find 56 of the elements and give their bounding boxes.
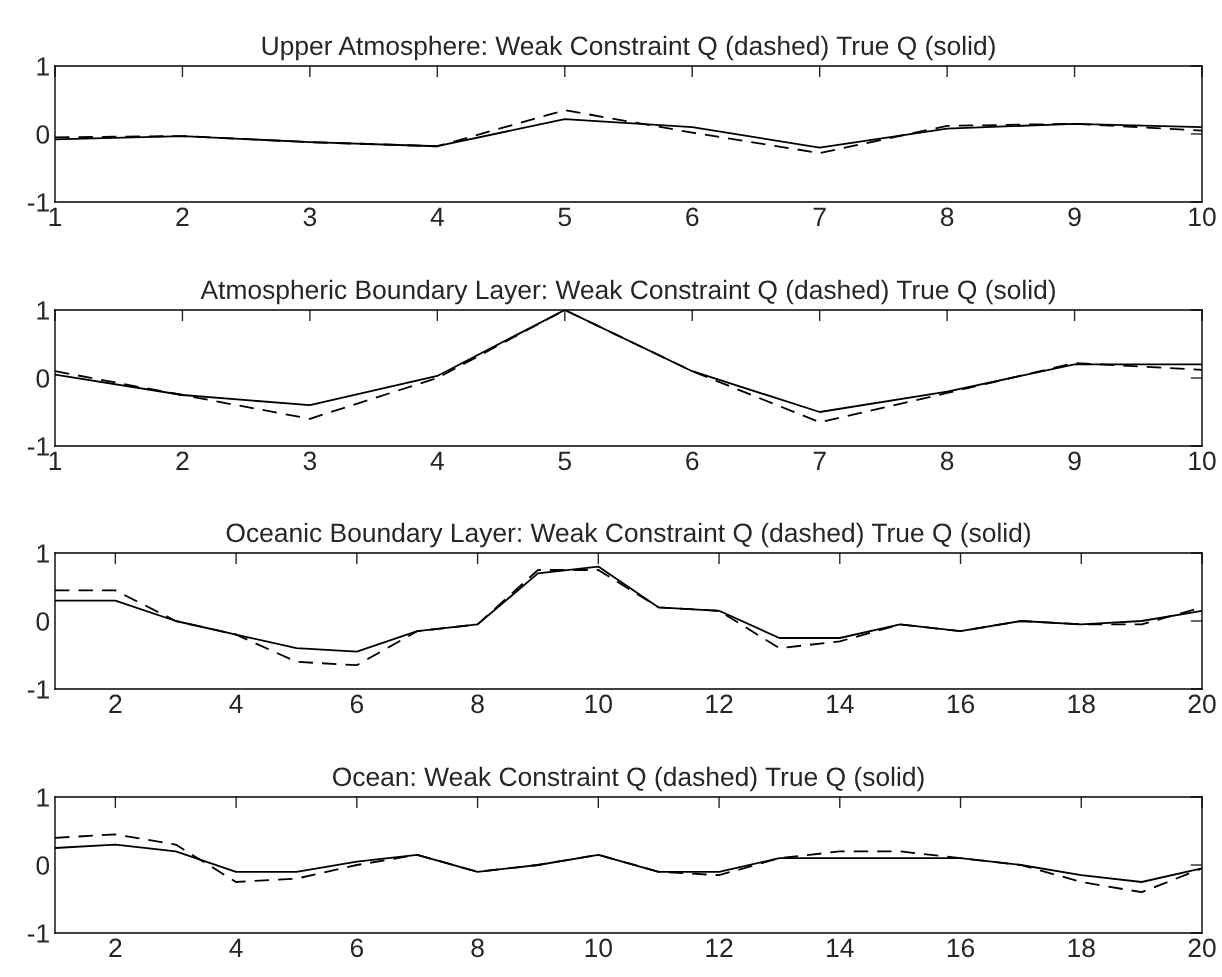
- y-tick-label: -1: [27, 437, 49, 456]
- chart-title: Oceanic Boundary Layer: Weak Constraint Q (dashed) True Q (solid): [226, 522, 1030, 548]
- x-tick-label: 4: [430, 207, 444, 226]
- y-tick-label: 0: [36, 369, 50, 388]
- x-tick-label: 2: [176, 207, 189, 226]
- y-tick-label: 1: [37, 57, 49, 76]
- x-tick-label: 10: [1189, 451, 1216, 471]
- chart-title: Ocean: Weak Constraint Q (dashed) True Q (solid): [333, 766, 924, 792]
- x-tick-label: 4: [229, 938, 243, 957]
- x-tick-label: 6: [686, 207, 699, 227]
- x-tick-label: 3: [303, 451, 317, 471]
- x-tick-label: 16: [947, 938, 975, 958]
- x-tick-label: 2: [109, 694, 122, 713]
- x-tick-label: 12: [706, 694, 733, 713]
- x-tick-label: 18: [1068, 938, 1095, 958]
- x-tick-label: 5: [558, 207, 572, 227]
- x-tick-label: 10: [1189, 207, 1216, 227]
- x-tick-label: 18: [1068, 694, 1095, 714]
- x-tick-label: 7: [813, 451, 826, 470]
- x-tick-label: 2: [176, 451, 189, 470]
- x-tick-label: 9: [1068, 207, 1081, 227]
- x-tick-label: 12: [706, 938, 733, 957]
- x-tick-label: 20: [1188, 938, 1216, 958]
- x-tick-label: 10: [585, 938, 612, 958]
- y-tick-label: 0: [36, 612, 50, 631]
- chart-title: Upper Atmosphere: Weak Constraint Q (dashed) True Q (solid): [262, 35, 995, 61]
- x-tick-label: 10: [585, 694, 612, 714]
- y-tick-label: 1: [37, 788, 49, 807]
- x-tick-label: 6: [350, 938, 364, 958]
- x-tick-label: 6: [350, 694, 364, 714]
- y-tick-label: -1: [27, 924, 49, 943]
- x-tick-label: 14: [827, 694, 854, 713]
- chart-title: Atmospheric Boundary Layer: Weak Constraint Q (dashed) True Q (solid): [200, 279, 1055, 305]
- x-tick-label: 16: [947, 694, 975, 714]
- y-tick-label: 0: [36, 125, 50, 144]
- x-tick-label: 8: [471, 938, 484, 958]
- x-tick-label: 8: [940, 207, 954, 227]
- x-tick-label: 7: [813, 207, 826, 226]
- x-tick-label: 4: [430, 451, 444, 470]
- x-tick-label: 9: [1068, 451, 1081, 471]
- x-tick-label: 1: [49, 451, 62, 470]
- x-tick-label: 20: [1188, 694, 1216, 714]
- y-tick-label: 1: [37, 544, 49, 563]
- y-tick-label: 1: [37, 301, 49, 320]
- x-tick-label: 5: [558, 451, 572, 471]
- x-tick-label: 4: [229, 694, 243, 713]
- x-tick-label: 1: [49, 207, 62, 226]
- x-tick-label: 2: [109, 938, 122, 957]
- x-tick-label: 6: [686, 451, 699, 471]
- x-tick-label: 8: [940, 451, 954, 471]
- y-tick-label: -1: [27, 193, 49, 212]
- y-tick-label: 0: [36, 856, 50, 875]
- x-tick-label: 3: [303, 207, 317, 227]
- x-tick-label: 8: [471, 694, 484, 714]
- x-tick-label: 14: [827, 938, 854, 957]
- y-tick-label: -1: [27, 680, 49, 699]
